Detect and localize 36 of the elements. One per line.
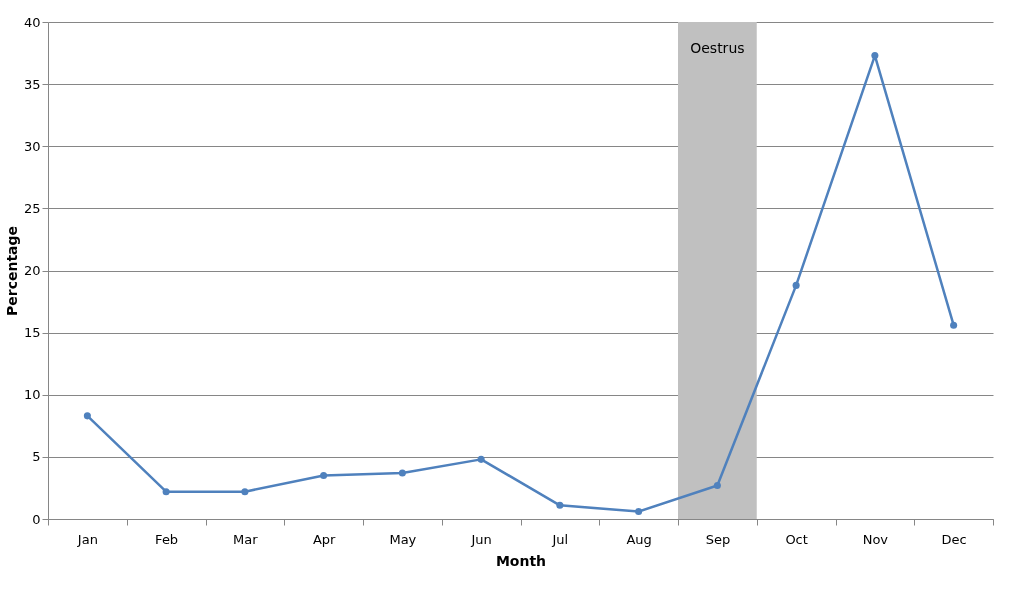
y-tick-label: 10 bbox=[23, 387, 41, 403]
x-tick-label: Aug bbox=[626, 531, 652, 547]
y-tick-label: 30 bbox=[23, 138, 41, 154]
x-tick-label: Dec bbox=[941, 531, 967, 547]
point bbox=[162, 488, 170, 496]
y-tick-label: 35 bbox=[23, 76, 41, 92]
y-tick-label: 40 bbox=[23, 14, 41, 30]
y-tick-label: 25 bbox=[23, 200, 41, 216]
x-tick-label: Feb bbox=[155, 531, 179, 547]
y-axis-title: Percentage bbox=[3, 225, 20, 317]
x-tick-label: Nov bbox=[862, 531, 889, 547]
point bbox=[83, 412, 91, 420]
x-axis-title: Month bbox=[495, 552, 547, 569]
point bbox=[320, 471, 328, 480]
point bbox=[241, 488, 249, 496]
y-tick-label: 5 bbox=[32, 449, 41, 465]
x-tick-label: Mar bbox=[233, 531, 259, 547]
point bbox=[871, 52, 879, 60]
x-tick-label: May bbox=[389, 531, 417, 547]
x-tick-label: Oct bbox=[785, 531, 808, 547]
x-tick-label: Jun bbox=[470, 531, 492, 547]
x-tick-label: Apr bbox=[312, 531, 337, 547]
point bbox=[477, 455, 485, 463]
band-label: Oestrus bbox=[690, 40, 745, 56]
point bbox=[713, 481, 721, 489]
y-tick-label: 15 bbox=[23, 325, 41, 341]
x-tick-label: Jan bbox=[76, 531, 98, 547]
point bbox=[398, 469, 406, 477]
point bbox=[556, 501, 564, 509]
x-tick-label: Sep bbox=[705, 531, 731, 547]
y-tick-label: 0 bbox=[32, 511, 41, 527]
y-tick-label: 20 bbox=[23, 263, 41, 278]
x-tick-label: Jul bbox=[551, 531, 569, 547]
point bbox=[950, 321, 958, 329]
point bbox=[635, 508, 643, 516]
point bbox=[792, 281, 800, 289]
